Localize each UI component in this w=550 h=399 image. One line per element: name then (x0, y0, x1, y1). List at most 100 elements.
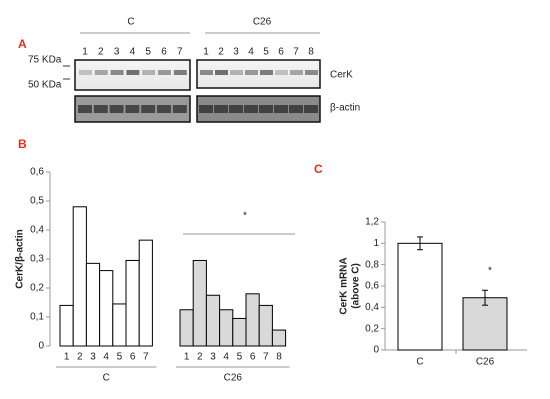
lane-label: 2 (218, 47, 224, 58)
blot-band (304, 105, 318, 113)
band-label: β-actin (330, 103, 360, 114)
bar (72, 206, 87, 347)
bar (205, 294, 221, 347)
y-tick-label: 0,6 (30, 167, 44, 178)
x-tick-label: 7 (263, 352, 269, 363)
blot-band (142, 70, 156, 75)
blot-band (173, 70, 187, 75)
x-tick-label: 6 (130, 352, 136, 363)
blot (196, 59, 321, 89)
lane-label: 2 (98, 47, 104, 58)
panel-a: A C C26 75 KDa 50 KDa CerK β-actin (18, 17, 360, 123)
blot-band (289, 105, 303, 113)
x-tick-label: C26 (476, 357, 495, 368)
lane-label: 6 (278, 47, 284, 58)
band-label: CerK (330, 70, 353, 81)
blot-band (109, 105, 124, 113)
marker-label: 50 KDa (28, 80, 62, 91)
lane-label: 1 (203, 47, 209, 58)
blot-band (199, 105, 213, 113)
bar (112, 303, 127, 347)
lane-label: 1 (82, 47, 88, 58)
bar (232, 317, 247, 347)
y-tick-label: 0,5 (30, 196, 44, 207)
bar (179, 309, 194, 347)
lane-label: 4 (248, 47, 254, 58)
y-tick-label: 1 (373, 238, 379, 249)
x-tick-label: 1 (184, 352, 190, 363)
bar (258, 304, 273, 347)
panel-label: B (18, 137, 27, 151)
x-tick-label: 2 (197, 352, 203, 363)
lane-label: 5 (145, 47, 151, 58)
blot-band (78, 105, 92, 113)
y-tick-label: 0,8 (365, 259, 379, 270)
annotation: * (488, 266, 492, 277)
blot-band (214, 105, 228, 113)
y-axis-label: CerK/β-actin (15, 229, 26, 288)
blot-band (141, 105, 156, 113)
blot-band (157, 105, 171, 113)
x-tick-label: 2 (77, 352, 83, 363)
y-tick-label: 0,4 (30, 225, 44, 236)
y-tick-label: 0,2 (365, 323, 379, 334)
blot-band (229, 105, 243, 113)
blot-band (94, 70, 108, 75)
bar (245, 293, 260, 347)
blot-band (305, 70, 318, 75)
x-tick-label: 5 (117, 352, 123, 363)
bar (462, 297, 508, 351)
lane-label: 6 (161, 47, 167, 58)
blot-band (200, 70, 213, 75)
y-tick-label: 0,3 (30, 254, 44, 265)
y-tick-label: 0,2 (30, 283, 44, 294)
lane-label: 7 (293, 47, 299, 58)
blot-band (172, 105, 187, 113)
blot-band (230, 70, 243, 75)
blot-band (290, 70, 303, 75)
x-tick-label: 6 (250, 352, 256, 363)
x-tick-label: 4 (103, 352, 109, 363)
x-tick-label: 3 (210, 352, 216, 363)
blot-band (259, 105, 273, 113)
y-tick-label: 0,4 (365, 302, 379, 313)
bar (397, 242, 443, 351)
y-tick-label: 0,6 (365, 281, 379, 292)
y-axis-label: CerK mRNA (339, 257, 350, 314)
bar (138, 239, 153, 347)
blot-band (93, 105, 108, 113)
x-tick-label: 4 (223, 352, 229, 363)
blot-band (125, 105, 140, 113)
group-label: C26 (253, 17, 272, 28)
lane-label: 5 (263, 47, 269, 58)
y-tick-label: 0 (373, 345, 379, 356)
blot-band (245, 70, 258, 75)
blot-band (274, 105, 288, 113)
y-axis-label: (above C) (351, 263, 362, 309)
blot-band (79, 70, 92, 75)
x-tick-label: 5 (237, 352, 243, 363)
panel-label: A (18, 37, 27, 51)
lane-label: 7 (177, 47, 183, 58)
bar (85, 262, 101, 347)
group-label: C (103, 373, 110, 384)
bar (192, 259, 207, 347)
marker-label: 75 KDa (28, 55, 62, 66)
y-tick-label: 0 (38, 341, 44, 352)
y-tick-label: 0,1 (30, 312, 44, 323)
blot-band (158, 70, 171, 75)
x-tick-label: 1 (64, 352, 70, 363)
lane-label: 3 (233, 47, 239, 58)
annotation: * (243, 211, 247, 222)
x-tick-label: 7 (143, 352, 149, 363)
blot-band (110, 70, 124, 75)
x-tick-label: 8 (276, 352, 282, 363)
bar (59, 304, 74, 347)
lane-label: 3 (114, 47, 120, 58)
blot-band (126, 70, 140, 75)
bar (99, 270, 114, 347)
x-tick-label: 3 (90, 352, 96, 363)
group-label: C (127, 17, 134, 28)
bar (271, 329, 287, 347)
